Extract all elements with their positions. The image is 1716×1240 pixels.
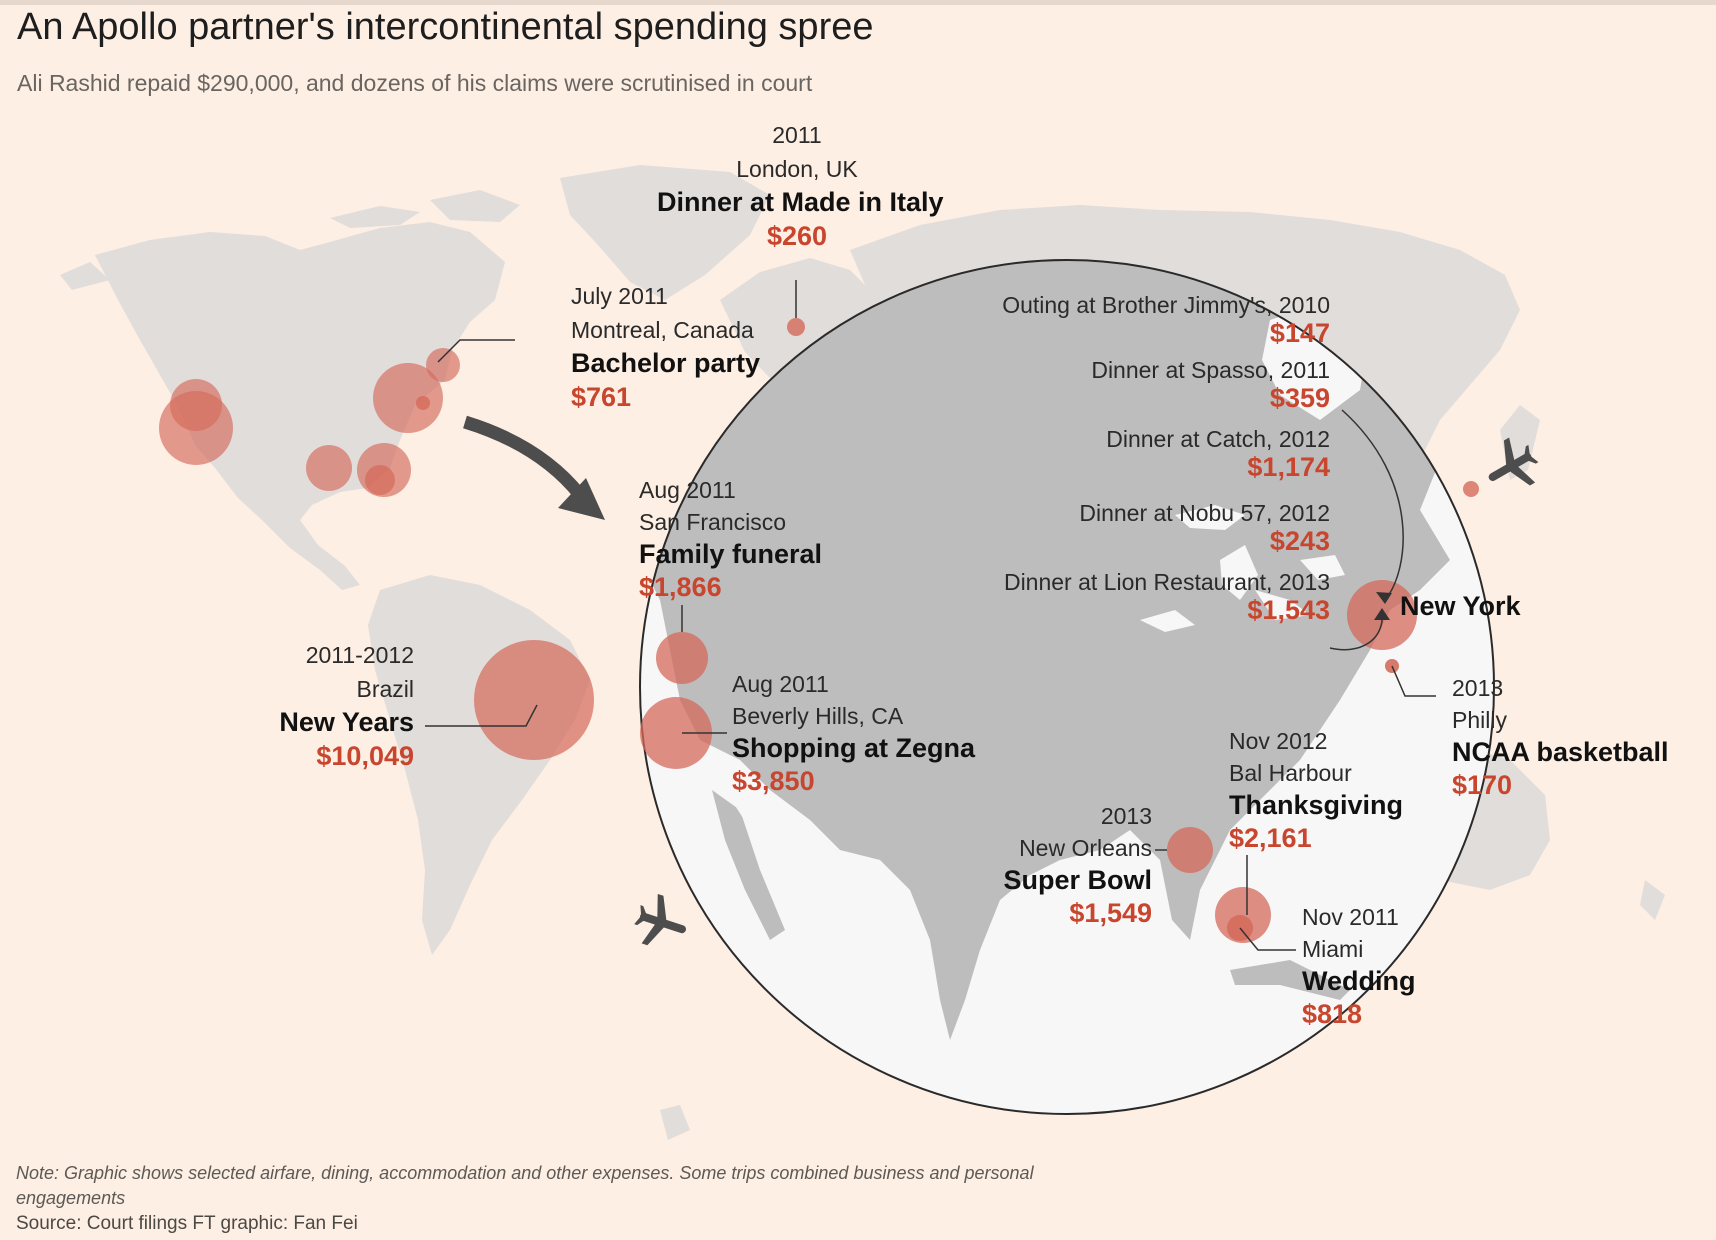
label-brazil: 2011-2012 Brazil New Years $10,049 xyxy=(214,644,414,770)
arrowheads xyxy=(1374,592,1392,620)
label-neworleans: 2013 New Orleans Super Bowl $1,549 xyxy=(930,805,1152,927)
bubble-world-montreal xyxy=(426,348,460,382)
zoom-arrow xyxy=(463,415,586,500)
london-year: 2011 xyxy=(772,122,822,148)
brazil-year: 2011-2012 xyxy=(305,642,414,668)
world-leaders xyxy=(425,280,797,727)
world-bubbles xyxy=(159,318,1479,760)
miami-amount: $818 xyxy=(1302,999,1363,1029)
leader-newyork-top xyxy=(1341,409,1404,601)
label-montreal: July 2011 Montreal, Canada Bachelor part… xyxy=(571,285,760,411)
leader-philly xyxy=(1391,665,1436,697)
source-line: Source: Court filings FT graphic: Fan Fe… xyxy=(16,1213,358,1234)
leader-brazil xyxy=(425,704,538,727)
footnote: Note: Graphic shows selected airfare, di… xyxy=(16,1163,1034,1208)
sanfrancisco-year: Aug 2011 xyxy=(639,477,736,503)
plane-icon xyxy=(1488,437,1539,486)
zoom-arrow-head xyxy=(558,478,605,520)
neworleans-amount: $1,549 xyxy=(1069,898,1152,928)
ny-item-amount: $1,543 xyxy=(1247,595,1330,625)
bubble-world-philly xyxy=(416,396,430,410)
brazil-amount: $10,049 xyxy=(316,741,414,771)
ny-item-amount: $147 xyxy=(1269,318,1330,348)
bubble-neworleans xyxy=(1167,827,1213,873)
beverlyhills-place: Beverly Hills, CA xyxy=(732,703,904,729)
miami-event: Wedding xyxy=(1302,966,1416,996)
label-philly: 2013 Philly NCAA basketball $170 xyxy=(1452,677,1669,799)
balharbour-amount: $2,161 xyxy=(1229,823,1312,853)
bubble-world-newyork xyxy=(373,363,443,433)
montreal-year: July 2011 xyxy=(571,283,668,309)
beverlyhills-year: Aug 2011 xyxy=(732,671,829,697)
newyork-title: New York xyxy=(1400,591,1521,621)
bubble-world-neworleans xyxy=(306,445,352,491)
label-balharbour: Nov 2012 Bal Harbour Thanksgiving $2,161 xyxy=(1229,730,1403,852)
philly-place: Philly xyxy=(1452,707,1507,733)
balharbour-event: Thanksgiving xyxy=(1229,790,1404,820)
leader-miami xyxy=(1239,927,1296,951)
bubble-beverlyhills xyxy=(640,697,712,769)
montreal-amount: $761 xyxy=(571,382,632,412)
miami-year: Nov 2011 xyxy=(1302,904,1399,930)
label-miami: Nov 2011 Miami Wedding $818 xyxy=(1302,906,1415,1028)
balharbour-place: Bal Harbour xyxy=(1229,760,1352,786)
label-newyork-title: New York xyxy=(1400,593,1521,620)
label-sanfrancisco: Aug 2011 San Francisco Family funeral $1… xyxy=(639,479,822,601)
brazil-place: Brazil xyxy=(356,676,414,702)
bubble-world-london xyxy=(787,318,805,336)
ny-item-label: Outing at Brother Jimmy's, 2010 xyxy=(1002,292,1330,318)
leader-newyork-bottom xyxy=(1329,611,1383,651)
beverlyhills-amount: $3,850 xyxy=(732,766,815,796)
ny-item-amount: $1,174 xyxy=(1247,452,1330,482)
chart-title: An Apollo partner's intercontinental spe… xyxy=(17,6,874,48)
philly-amount: $170 xyxy=(1452,770,1513,800)
philly-event: NCAA basketball xyxy=(1452,737,1669,767)
plane-icon xyxy=(634,893,687,946)
ny-item-label: Dinner at Spasso, 2011 xyxy=(1091,357,1330,383)
label-london: 2011 London, UK Dinner at Made in Italy … xyxy=(657,122,944,251)
montreal-place: Montreal, Canada xyxy=(571,317,754,343)
neworleans-event: Super Bowl xyxy=(1003,865,1152,895)
montreal-event: Bachelor party xyxy=(571,348,761,378)
bubble-world-miami xyxy=(365,465,395,495)
neworleans-place: New Orleans xyxy=(1019,835,1152,861)
bubble-world-losangeles xyxy=(159,391,233,465)
beverlyhills-event: Shopping at Zegna xyxy=(732,733,975,763)
brazil-event: New Years xyxy=(279,707,414,737)
neworleans-year: 2013 xyxy=(1100,803,1152,829)
ny-item-label: Dinner at Catch, 2012 xyxy=(1106,426,1330,452)
top-rule xyxy=(0,0,1716,5)
miami-place: Miami xyxy=(1302,936,1364,962)
leader-montreal xyxy=(437,339,515,363)
ny-item-amount: $359 xyxy=(1269,383,1330,413)
ny-item-amount: $243 xyxy=(1269,526,1330,556)
sanfrancisco-event: Family funeral xyxy=(639,539,823,569)
ny-item-label: Dinner at Nobu 57, 2012 xyxy=(1079,500,1330,526)
philly-year: 2013 xyxy=(1452,675,1504,701)
london-place: London, UK xyxy=(736,156,858,182)
bubble-world-asia xyxy=(1463,481,1479,497)
balharbour-year: Nov 2012 xyxy=(1229,728,1328,754)
london-event: Dinner at Made in Italy xyxy=(657,187,944,217)
bubble-world-brazil xyxy=(474,640,594,760)
london-amount: $260 xyxy=(766,221,828,251)
zoom-circle-border xyxy=(639,259,1495,1115)
chart-subtitle: Ali Rashid repaid $290,000, and dozens o… xyxy=(17,70,813,96)
sanfrancisco-place: San Francisco xyxy=(639,509,787,535)
label-beverlyhills: Aug 2011 Beverly Hills, CA Shopping at Z… xyxy=(732,673,975,795)
ny-item-label: Dinner at Lion Restaurant, 2013 xyxy=(1003,569,1330,595)
label-newyork-list: Outing at Brother Jimmy's, 2010 $147 Din… xyxy=(890,294,1330,624)
zoom-leaders xyxy=(681,409,1436,951)
bubble-sanfrancisco xyxy=(656,632,708,684)
sanfrancisco-amount: $1,866 xyxy=(639,572,722,602)
